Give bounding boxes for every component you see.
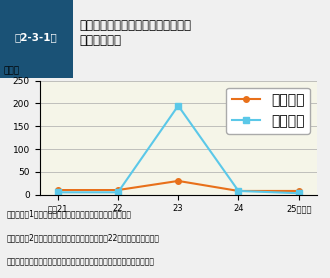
Text: 第2-3-1図: 第2-3-1図 xyxy=(15,32,58,42)
Text: （人）: （人） xyxy=(4,66,20,75)
FancyBboxPatch shape xyxy=(0,0,73,78)
Text: 消防職員及び消防団員の公務による
死者数の推移: 消防職員及び消防団員の公務による 死者数の推移 xyxy=(79,19,191,47)
Legend: 消防職員, 消防団員: 消防職員, 消防団員 xyxy=(226,88,310,134)
Text: 2　東日本大震災の影響により、平成22年の岩手県、宮城県: 2 東日本大震災の影響により、平成22年の岩手県、宮城県 xyxy=(7,234,160,243)
Text: （備考）　1　「消防防災・震災対策現況調査」により作成: （備考） 1 「消防防災・震災対策現況調査」により作成 xyxy=(7,210,132,219)
Text: 及び福島県のデータは除いた数値により集計している。: 及び福島県のデータは除いた数値により集計している。 xyxy=(7,258,154,267)
